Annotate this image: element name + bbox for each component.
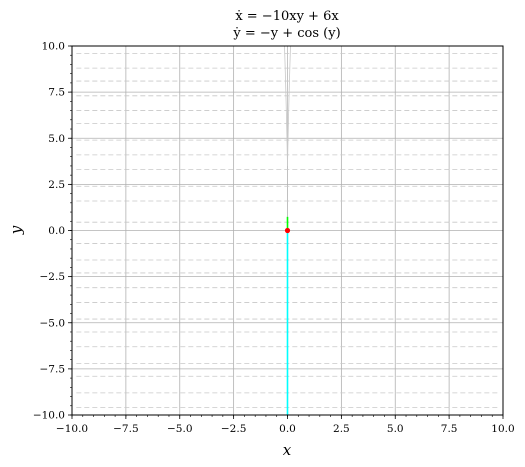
x-tick-label-3: −2.5 [221, 423, 247, 435]
y-tick-label-5: 2.5 [48, 179, 65, 191]
y-tick-label-4: 0.0 [48, 225, 65, 237]
tick-layer: −10.0 −7.5 −5.0 −2.5 0.0 2.5 5.0 7.5 10.0 −10.0 −7… [33, 41, 515, 436]
y-tick-label-6: 5.0 [48, 133, 65, 145]
y-tick-label-7: 7.5 [48, 87, 65, 99]
x-tick-label-7: 7.5 [441, 423, 458, 435]
x-tick-label-8: 10.0 [491, 423, 514, 435]
chart-title-line-2: ẏ = −y + cos (y) [232, 26, 340, 41]
x-tick-label-1: −7.5 [113, 423, 139, 435]
y-tick-label-8: 10.0 [42, 41, 65, 53]
equilibrium-point-0 [284, 227, 291, 234]
x-tick-label-5: 2.5 [333, 423, 350, 435]
y-tick-label-0: −10.0 [33, 410, 65, 422]
y-axis-label: y [7, 225, 25, 235]
x-tick-label-2: −5.0 [167, 423, 193, 435]
y-tick-label-3: −2.5 [40, 271, 66, 283]
x-tick-label-0: −10.0 [56, 423, 88, 435]
chart-title-line-1: ẋ = −10xy + 6x [235, 9, 339, 24]
streamline-center-2 [287, 45, 291, 166]
x-tick-label-6: 5.0 [387, 423, 404, 435]
y-tick-label-1: −7.5 [40, 363, 66, 375]
y-tick-label-2: −5.0 [40, 317, 66, 329]
equilibrium-layer [284, 227, 291, 234]
x-axis-label: x [283, 441, 292, 459]
x-tick-label-4: 0.0 [279, 423, 296, 435]
